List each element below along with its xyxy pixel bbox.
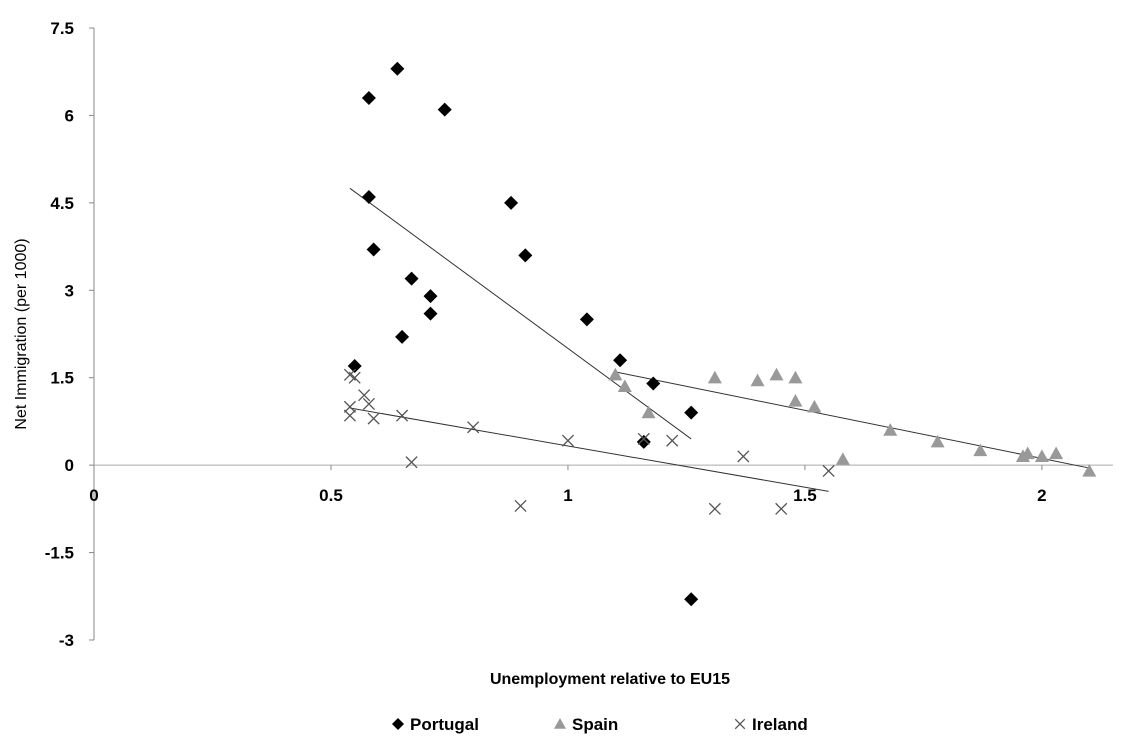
point-spain xyxy=(1082,463,1097,477)
point-portugal xyxy=(684,592,699,607)
point-portugal xyxy=(423,306,438,321)
point-portugal xyxy=(636,434,651,449)
point-portugal xyxy=(423,289,438,304)
x-tick-label: 1 xyxy=(563,486,572,505)
point-spain xyxy=(788,394,803,407)
x-tick-label: 0 xyxy=(89,486,98,505)
trendline-spain xyxy=(615,371,1090,469)
legend-label: Spain xyxy=(572,715,618,734)
point-spain xyxy=(617,379,632,393)
point-portugal xyxy=(518,248,533,263)
legend-marker-ireland xyxy=(734,718,746,730)
point-spain xyxy=(788,370,803,384)
point-portugal xyxy=(684,405,699,420)
point-portugal xyxy=(347,359,362,374)
point-ireland xyxy=(396,409,409,422)
legend-label: Ireland xyxy=(752,715,808,734)
point-spain xyxy=(641,405,656,419)
point-spain xyxy=(930,434,945,448)
point-spain xyxy=(769,367,784,381)
y-tick-label: -1.5 xyxy=(45,544,74,563)
point-spain xyxy=(1034,449,1049,462)
point-portugal xyxy=(366,242,381,257)
point-ireland xyxy=(666,434,679,447)
data-points xyxy=(343,61,1097,607)
point-portugal xyxy=(361,190,376,205)
trendlines xyxy=(349,187,1090,492)
x-tick-label: 0.5 xyxy=(319,486,343,505)
point-spain xyxy=(883,423,898,436)
point-portugal xyxy=(579,312,594,327)
trendline-portugal xyxy=(349,187,692,440)
point-ireland xyxy=(637,432,650,445)
point-portugal xyxy=(390,61,405,76)
point-ireland xyxy=(467,421,480,434)
legend: Portugal Spain Ireland xyxy=(392,715,808,734)
point-ireland xyxy=(822,464,835,478)
y-tick-label: 0 xyxy=(65,456,74,475)
point-portugal xyxy=(646,376,661,391)
point-ireland xyxy=(343,409,356,422)
x-axis-title: Unemployment relative to EU15 xyxy=(490,671,730,688)
point-ireland xyxy=(358,389,371,402)
point-ireland xyxy=(775,502,788,515)
axes: 7.5 6 4.5 3 1.5 0 -1.5 -3 0 0.5 1 1.5 2 xyxy=(45,19,1113,650)
point-portugal xyxy=(613,353,628,368)
y-tick-label: 1.5 xyxy=(50,369,74,388)
legend-marker-portugal xyxy=(392,718,404,730)
point-spain xyxy=(750,373,765,387)
legend-item-ireland: Ireland xyxy=(734,715,808,734)
legend-item-spain: Spain xyxy=(554,715,618,734)
point-ireland xyxy=(362,397,375,411)
x-tick-label: 2 xyxy=(1037,486,1046,505)
point-ireland xyxy=(737,450,750,463)
point-portugal xyxy=(361,90,376,105)
point-ireland xyxy=(514,499,527,513)
y-tick-label: 4.5 xyxy=(50,194,74,213)
x-tick-label: 1.5 xyxy=(793,486,817,505)
point-ireland xyxy=(708,502,721,515)
point-spain xyxy=(1049,446,1064,460)
point-portugal xyxy=(395,329,410,344)
point-spain xyxy=(807,399,822,413)
point-ireland xyxy=(343,400,356,413)
trendline-ireland xyxy=(349,407,829,492)
legend-item-portugal: Portugal xyxy=(392,715,479,734)
y-tick-label: 7.5 xyxy=(50,19,74,38)
y-tick-label: 3 xyxy=(65,281,74,300)
point-spain xyxy=(1020,446,1035,460)
point-spain xyxy=(707,370,722,384)
legend-label: Portugal xyxy=(410,715,479,734)
series-spain xyxy=(608,367,1097,477)
series-ireland xyxy=(343,368,835,515)
legend-marker-spain xyxy=(554,718,566,729)
point-spain xyxy=(973,443,988,457)
point-ireland xyxy=(405,456,418,469)
series-portugal xyxy=(347,61,699,607)
point-ireland xyxy=(561,434,575,447)
point-portugal xyxy=(404,271,419,286)
point-ireland xyxy=(367,412,380,425)
point-portugal xyxy=(437,102,452,117)
point-spain xyxy=(608,367,623,381)
y-axis-title: Net Immigration (per 1000) xyxy=(13,238,30,429)
point-spain xyxy=(835,452,850,465)
point-ireland xyxy=(348,371,361,384)
point-portugal xyxy=(504,195,519,210)
y-tick-label: -3 xyxy=(59,631,74,650)
y-tick-label: 6 xyxy=(65,106,74,125)
